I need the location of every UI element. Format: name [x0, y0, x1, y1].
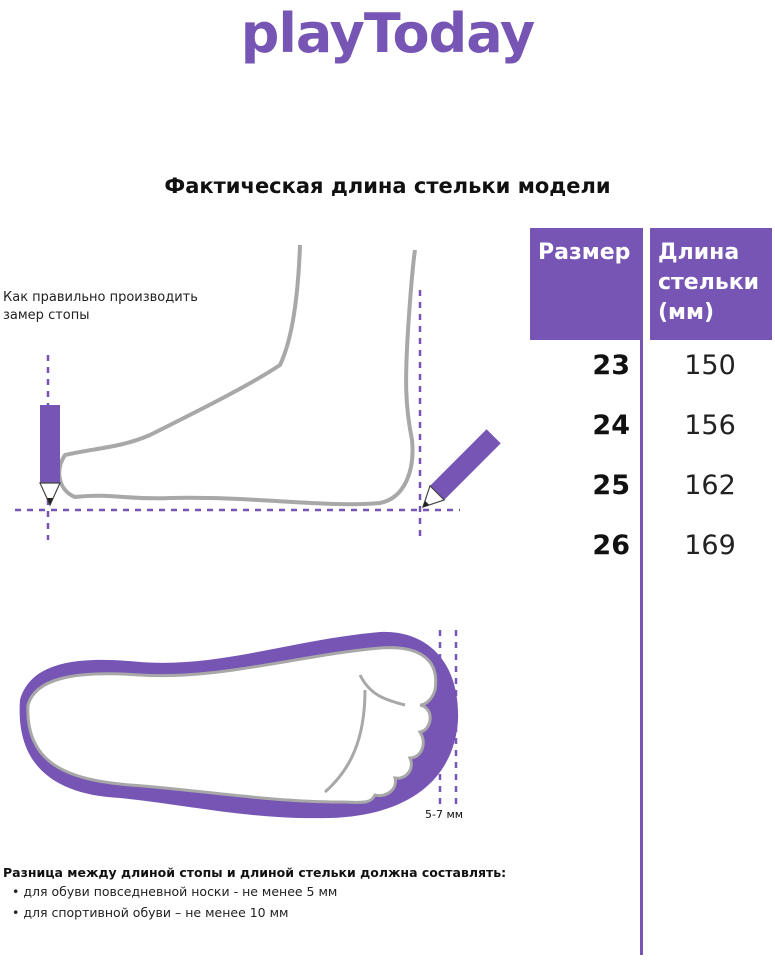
size-cell: 23: [592, 350, 630, 381]
length-cell: 162: [684, 470, 736, 501]
note-item: • для спортивной обуви – не менее 10 мм: [12, 905, 289, 920]
size-cell: 26: [592, 530, 630, 561]
pencil-icon: [421, 429, 501, 509]
page-title: Фактическая длина стельки модели: [164, 174, 611, 198]
table-header-size: Размер: [530, 228, 643, 340]
table-divider: [640, 340, 643, 955]
brand-logo: playToday: [240, 2, 536, 65]
measure-hint: Как правильно производить замер стопы: [3, 290, 198, 323]
note-item-text: для спортивной обуви – не менее 10 мм: [23, 905, 289, 920]
length-cell: 169: [684, 530, 736, 561]
note-heading: Разница между длиной стопы и длиной стел…: [3, 865, 507, 880]
gap-label: 5-7 мм: [425, 808, 464, 821]
pencil-icon: [39, 405, 61, 507]
foot-side-view-illustration: [15, 244, 501, 540]
size-cell: 25: [592, 470, 630, 501]
table-header-length: Длина стельки (мм): [650, 228, 772, 340]
insole-top-view-illustration: [19, 630, 459, 819]
length-cell: 156: [684, 410, 736, 441]
size-cell: 24: [592, 410, 630, 441]
length-cell: 150: [684, 350, 736, 381]
note-item: • для обуви повседневной носки - не мене…: [12, 884, 338, 899]
note-item-text: для обуви повседневной носки - не менее …: [23, 884, 338, 899]
